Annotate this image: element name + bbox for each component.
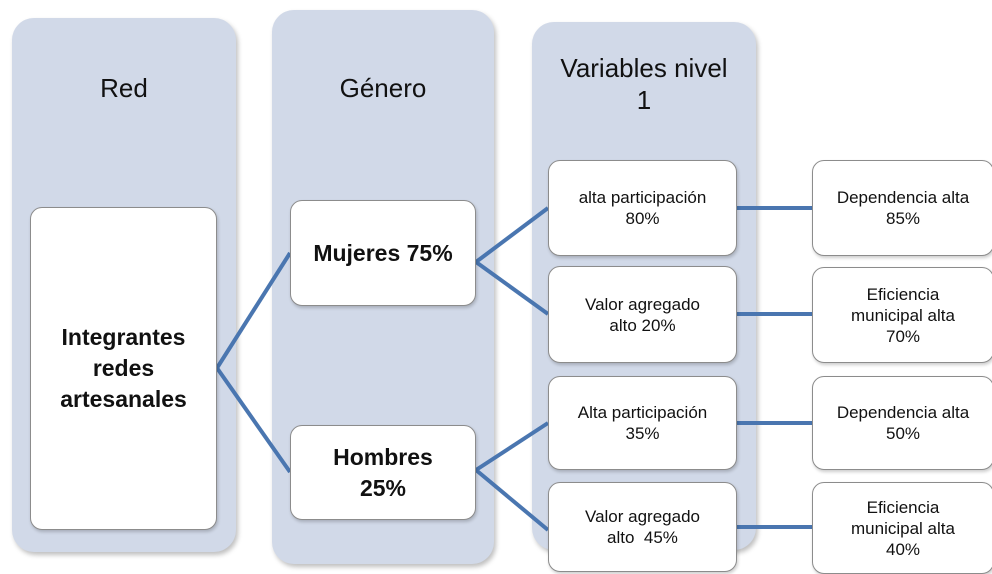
- column-title: Red: [12, 72, 236, 104]
- node: Valor agregado alto 45%: [548, 482, 737, 572]
- node: Dependencia alta 85%: [812, 160, 992, 256]
- node-label: alto 45%: [607, 528, 678, 547]
- connector: [474, 421, 550, 472]
- connector: [474, 468, 550, 532]
- connector: [474, 260, 550, 316]
- node: Hombres 25%: [290, 425, 476, 520]
- node-label: 70%: [885, 326, 921, 346]
- node-label: Alta participación: [577, 403, 708, 422]
- node-label: alto 20%: [609, 315, 676, 335]
- title-line: Red: [100, 73, 148, 103]
- node-label: Eficiencia: [866, 497, 940, 517]
- node: Eficiencia municipal alta 70%: [812, 267, 992, 363]
- node-label: Mujeres 75%: [313, 239, 453, 266]
- node-label: redes: [92, 355, 155, 381]
- node: Integrantes redes artesanales: [30, 207, 217, 530]
- node: alta participación 80%: [548, 160, 737, 256]
- title-line: Género: [339, 73, 427, 103]
- node-label: 50%: [885, 424, 921, 443]
- column-title: Variables nivel 1: [532, 52, 756, 116]
- column-title: Género: [272, 72, 494, 104]
- node-label: municipal alta: [851, 518, 955, 538]
- node-label: alta participación: [578, 188, 707, 207]
- node: Mujeres 75%: [290, 200, 476, 306]
- node: Alta participación 35%: [548, 376, 737, 470]
- node-label: Valor agregado: [585, 507, 700, 526]
- node-label: 35%: [625, 424, 660, 443]
- node-label: Dependencia alta: [836, 403, 970, 422]
- node: Eficiencia municipal alta 40%: [812, 482, 992, 574]
- title-line: Variables nivel: [560, 53, 728, 83]
- node-label: Eficiencia: [866, 284, 940, 304]
- connector: [215, 366, 292, 474]
- node-label: Hombres: [333, 443, 433, 470]
- node-label: 85%: [885, 209, 921, 228]
- node-label: municipal alta: [851, 305, 955, 325]
- node-label: 80%: [625, 209, 660, 228]
- connector: [474, 206, 550, 264]
- node-label: Integrantes: [61, 324, 186, 350]
- node-label: 40%: [885, 539, 921, 559]
- node-label: artesanales: [60, 386, 187, 412]
- node: Dependencia alta 50%: [812, 376, 992, 470]
- title-line: 1: [636, 85, 652, 115]
- node-label: Dependencia alta: [836, 188, 970, 207]
- node: Valor agregado alto 20%: [548, 266, 737, 363]
- node-label: Valor agregado: [585, 294, 700, 314]
- connector: [215, 251, 292, 370]
- node-label: 25%: [359, 474, 407, 501]
